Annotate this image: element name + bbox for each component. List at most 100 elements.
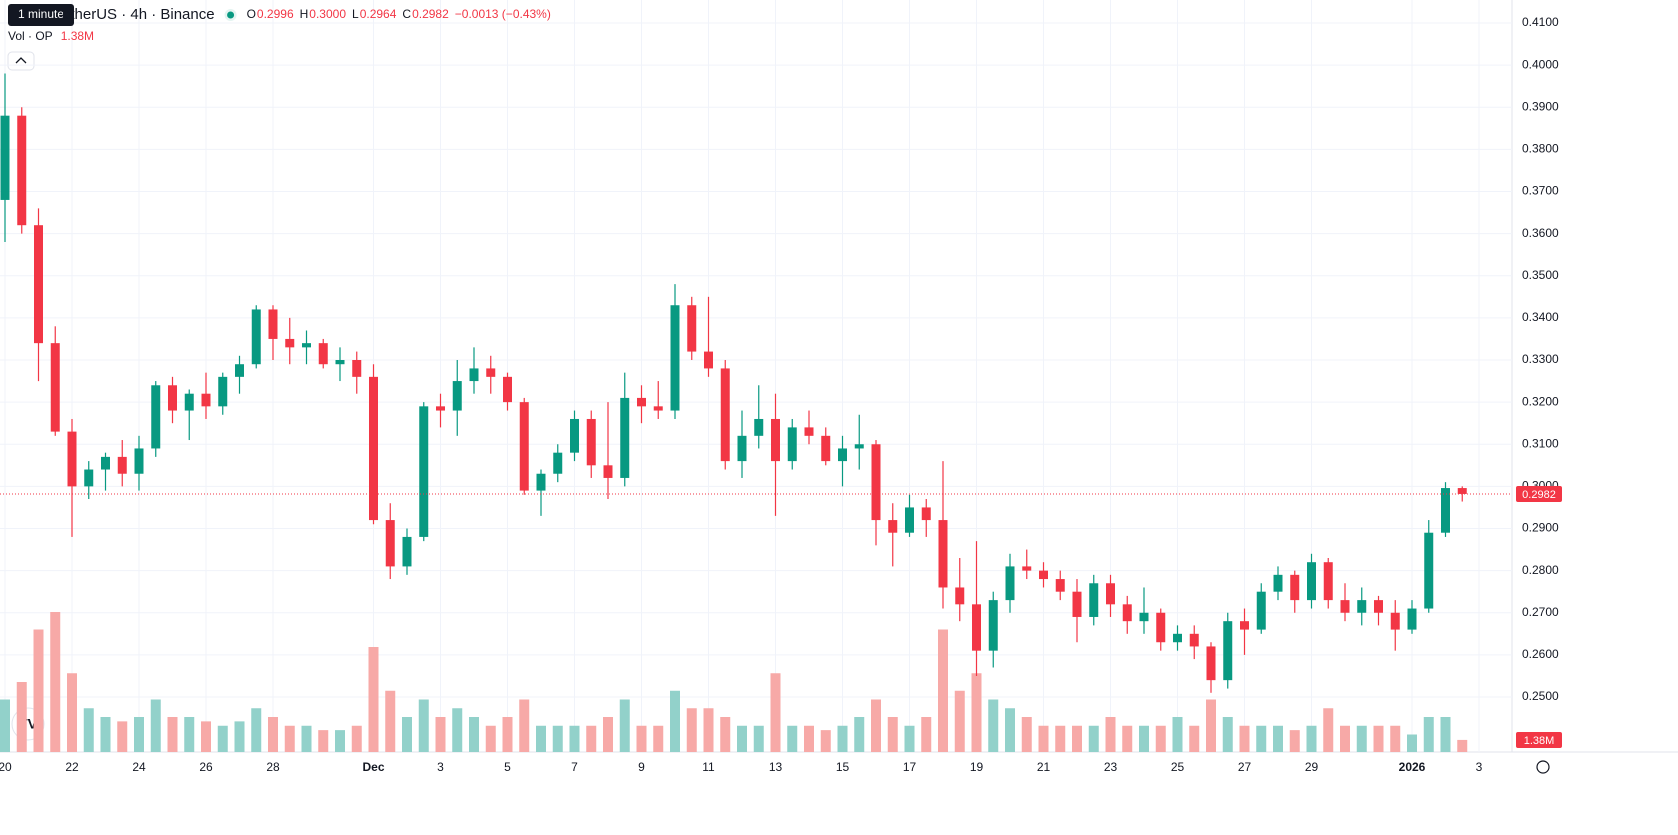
candle-body (754, 418, 764, 436)
candle-body (184, 393, 194, 411)
candle-body (1390, 612, 1400, 630)
candle-body (1290, 574, 1300, 601)
volume-bar (804, 725, 814, 752)
volume-bar (988, 699, 999, 752)
candle-body (302, 343, 311, 348)
volume-bar (770, 673, 781, 752)
legend-value: 0.2982 (412, 7, 449, 21)
candle-body (1424, 532, 1434, 609)
volume-bar (1088, 725, 1099, 752)
collapse-icon (15, 57, 27, 64)
volume-bar (83, 708, 94, 752)
candle-body (1457, 488, 1467, 494)
candle-body (1223, 621, 1233, 681)
volume-bar (452, 708, 463, 752)
volume-bar (703, 708, 714, 752)
volume-bar (737, 725, 747, 752)
candle-body (201, 393, 211, 407)
candle-body (1441, 488, 1450, 533)
x-tick-label: 13 (769, 760, 783, 774)
y-tick-label: 0.3500 (1522, 268, 1559, 282)
volume-bar (351, 725, 362, 752)
volume-bar (1423, 717, 1434, 752)
candle-body (1139, 612, 1149, 622)
candle-body (1039, 570, 1048, 580)
volume-bar (1289, 730, 1300, 752)
candle-body (385, 520, 395, 567)
candle-body (101, 456, 110, 470)
candle-body (486, 368, 496, 377)
candle-body (888, 520, 898, 533)
candle-body (1357, 600, 1367, 613)
volume-bar (837, 725, 848, 752)
volume-bar (854, 717, 865, 752)
volume-bar (33, 629, 44, 752)
last-price-badge (1516, 485, 1562, 502)
volume-bar (938, 629, 948, 752)
candle-body (503, 376, 512, 403)
x-tick-label: 25 (1171, 760, 1185, 774)
candle-body (318, 343, 328, 365)
candle-body (452, 381, 462, 411)
volume-bar (871, 699, 881, 752)
volume-bar (586, 725, 597, 752)
candle-body (871, 444, 881, 521)
volume-bar (368, 647, 379, 752)
candle-body (955, 587, 965, 605)
candle-body (1106, 583, 1115, 605)
candle-body (1072, 591, 1082, 617)
volume-bar (1356, 725, 1367, 752)
candle-body (1340, 600, 1350, 613)
collapse-button[interactable] (7, 51, 35, 71)
volume-bar (134, 717, 144, 752)
legend-key: H (300, 7, 309, 21)
volume-bar (1323, 708, 1334, 752)
volume-bar (469, 717, 479, 752)
candle-body (285, 338, 295, 348)
volume-bar (1038, 725, 1049, 752)
x-tick-label: 5 (504, 760, 511, 774)
volume-bar (1139, 725, 1149, 752)
candle-body (419, 406, 429, 537)
volume-badge (1516, 732, 1562, 748)
settings-icon[interactable] (1536, 760, 1550, 774)
x-tick-label: 21 (1037, 760, 1051, 774)
candle-body (653, 406, 663, 411)
volume-bar (335, 730, 345, 752)
candle-body (787, 427, 797, 462)
volume-bar (402, 717, 412, 752)
legend-key: O (247, 7, 256, 21)
volume-bar (569, 725, 580, 752)
candle-body (1374, 600, 1383, 613)
candle-body (921, 507, 931, 521)
volume-bar (887, 717, 898, 752)
volume-bar (117, 721, 128, 752)
candle-body (586, 418, 596, 466)
volume-bar (519, 699, 530, 752)
y-tick-label: 0.3700 (1522, 184, 1559, 198)
candle-body (670, 305, 680, 411)
candle-body (905, 507, 914, 533)
volume-bar (636, 725, 647, 752)
last-price-label: 0.2982 (1522, 489, 1556, 501)
x-tick-label: 15 (836, 760, 850, 774)
candle-body (972, 604, 981, 651)
candle-body (1022, 566, 1032, 571)
candle-body (1156, 612, 1166, 643)
volume-bar (1273, 725, 1283, 752)
candle-body (737, 435, 747, 462)
candle-body (1307, 562, 1316, 601)
x-tick-label: 3 (437, 760, 444, 774)
y-tick-label: 0.3600 (1522, 226, 1559, 240)
candle-body (720, 368, 730, 462)
candle-body (1273, 574, 1283, 592)
candle-body (218, 376, 228, 407)
volume-bar (184, 717, 195, 752)
volume-bar (502, 717, 513, 752)
volume-bar (536, 725, 546, 752)
candle-body (1206, 646, 1216, 681)
volume-bar (820, 730, 831, 752)
x-tick-label: 7 (571, 760, 578, 774)
chart-title: etherUS · 4h · Binance (62, 6, 215, 23)
